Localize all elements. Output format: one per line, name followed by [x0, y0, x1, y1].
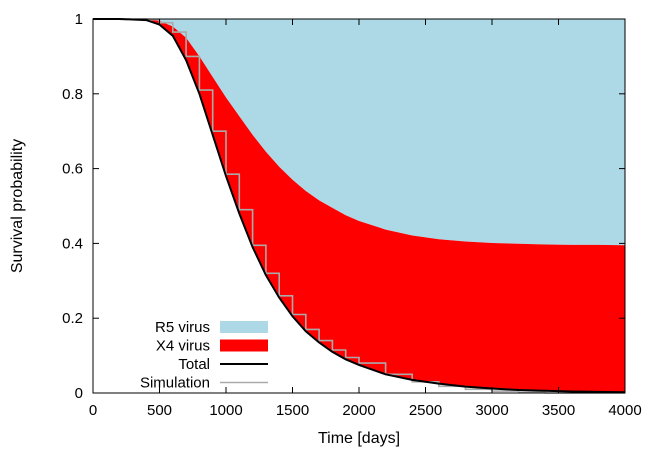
r5-virus-area [93, 19, 625, 246]
y-tick-label: 0.6 [62, 161, 83, 178]
x-tick-label: 4000 [608, 402, 641, 419]
x-tick-label: 1500 [276, 402, 309, 419]
x-tick-label: 0 [89, 402, 97, 419]
y-axis-label: Survival probability [9, 139, 26, 273]
legend-x4-virus-swatch [220, 339, 268, 352]
x-tick-label: 2000 [342, 402, 375, 419]
legend-total-label: Total [178, 356, 210, 373]
y-tick-label: 0 [75, 385, 83, 402]
x-axis-label: Time [days] [318, 430, 400, 447]
x-tick-label: 3500 [542, 402, 575, 419]
legend-x4-virus-label: X4 virus [156, 338, 210, 355]
y-tick-label: 0.2 [62, 310, 83, 327]
simulation-line [93, 18, 625, 394]
x-tick-label: 3000 [475, 402, 508, 419]
y-tick-label: 0.8 [62, 86, 83, 103]
total-line [93, 18, 626, 394]
x-tick-label: 2500 [409, 402, 442, 419]
legend-r5-virus-swatch [220, 321, 268, 333]
x-tick-label: 500 [147, 402, 172, 419]
y-tick-label: 1 [75, 11, 83, 28]
legend-simulation-label: Simulation [140, 375, 210, 392]
plot-area [93, 18, 626, 394]
x4-virus-area [93, 19, 625, 393]
axes: 0 500 1000 1500 2000 2500 3000 3500 4000 0 0.2 0.4 0… [62, 11, 642, 419]
x-tick-label: 1000 [209, 402, 242, 419]
y-tick-label: 0.4 [62, 235, 83, 252]
legend-r5-virus-label: R5 virus [155, 319, 210, 336]
